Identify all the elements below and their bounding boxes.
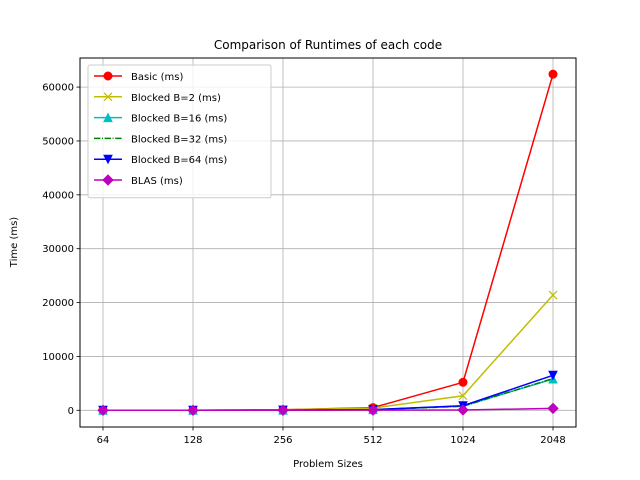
- legend-marker: [103, 154, 113, 165]
- data-point: [458, 377, 468, 387]
- legend-label: Blocked B=16 (ms): [131, 114, 227, 125]
- legend-label: Blocked B=32 (ms): [131, 134, 227, 145]
- data-point: [187, 404, 199, 416]
- legend-label: BLAS (ms): [131, 176, 183, 187]
- plot-frame: [79, 57, 577, 428]
- data-point: [277, 404, 289, 416]
- legend-item: Blocked B=2 (ms): [94, 92, 221, 104]
- legend-item: Blocked B=32 (ms): [94, 134, 227, 145]
- legend-marker: [102, 174, 114, 186]
- x-tick-label: 2048: [540, 435, 565, 446]
- data-point: [548, 290, 558, 300]
- tick-layer: 64 128 256 512 1024 2048 0 10000 20000 30000 40000…: [42, 83, 566, 446]
- legend-label: Blocked B=2 (ms): [131, 93, 221, 104]
- data-point: [367, 404, 379, 416]
- y-tick-label: 10000: [42, 352, 74, 363]
- x-tick-label: 256: [273, 435, 292, 446]
- chart-title: Comparison of Runtimes of each code: [214, 38, 442, 52]
- series-5: [97, 402, 559, 416]
- x-axis-label: Problem Sizes: [293, 459, 363, 470]
- data-point: [97, 404, 109, 416]
- y-tick-label: 0: [68, 406, 74, 417]
- y-axis-label: Time (ms): [9, 217, 20, 269]
- legend-marker: [103, 92, 113, 102]
- legend-item: Basic (ms): [94, 71, 184, 83]
- series-layer: [97, 69, 559, 416]
- legend-item: Blocked B=16 (ms): [94, 112, 227, 125]
- legend-box: [87, 64, 272, 199]
- legend-label: Blocked B=64 (ms): [131, 155, 227, 166]
- data-point: [458, 391, 468, 401]
- grid-layer: [80, 58, 576, 427]
- x-tick-label: 128: [183, 435, 202, 446]
- data-point: [547, 402, 559, 415]
- legend-item: BLAS (ms): [94, 174, 183, 187]
- series-line: [102, 407, 554, 412]
- data-point: [548, 370, 558, 381]
- legend-marker: [103, 112, 113, 123]
- y-tick-label: 40000: [42, 190, 74, 201]
- x-tick-label: 512: [363, 435, 382, 446]
- x-tick-label: 64: [97, 435, 110, 446]
- legend-item: Blocked B=64 (ms): [94, 154, 227, 166]
- legend-marker: [103, 71, 113, 81]
- legend-label: Basic (ms): [131, 72, 184, 83]
- y-tick-label: 50000: [42, 136, 74, 147]
- data-point: [548, 69, 558, 79]
- x-tick-label: 1024: [450, 435, 475, 446]
- y-tick-label: 30000: [42, 244, 74, 255]
- y-tick-label: 60000: [42, 83, 74, 94]
- data-point: [457, 404, 469, 416]
- legend: Basic (ms) Blocked B=2 (ms) Blocked B=16 (…: [87, 64, 272, 199]
- y-tick-label: 20000: [42, 298, 74, 309]
